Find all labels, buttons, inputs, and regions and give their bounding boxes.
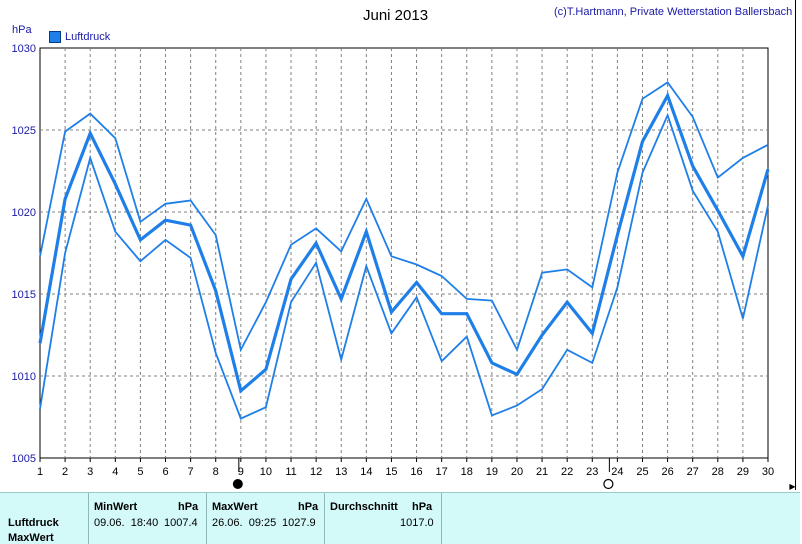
- column-divider: [206, 493, 207, 544]
- y-tick-label: 1005: [12, 453, 36, 465]
- x-tick-label: 5: [137, 466, 143, 478]
- legend: Luftdruck: [49, 31, 110, 43]
- column-divider: [441, 493, 442, 544]
- x-tick-label: 17: [436, 466, 448, 478]
- x-tick-label: 1: [37, 466, 43, 478]
- x-tick-label: 6: [162, 466, 168, 478]
- x-tick-label: 9: [238, 466, 244, 478]
- min-column: MinWert hPa 09.06. 18:40 1007.4: [94, 493, 202, 544]
- x-tick-label: 22: [561, 466, 573, 478]
- max-value: 1027.9: [282, 517, 316, 529]
- x-tick-label: 29: [737, 466, 749, 478]
- avg-header: Durchschnitt: [330, 501, 398, 513]
- x-tick-label: 19: [486, 466, 498, 478]
- x-tick-label: 3: [87, 466, 93, 478]
- x-tick-label: 16: [410, 466, 422, 478]
- x-tick-label: 15: [385, 466, 397, 478]
- x-tick-label: 8: [213, 466, 219, 478]
- window-edge: [795, 0, 796, 490]
- legend-swatch: [49, 31, 61, 43]
- min-day-marker: [232, 479, 243, 489]
- min-unit: hPa: [178, 501, 199, 513]
- min-datetime: 09.06. 18:40: [94, 517, 159, 529]
- column-divider: [88, 493, 89, 544]
- series-line-max: [39, 81, 769, 353]
- x-tick-label: 20: [511, 466, 523, 478]
- y-axis-unit: hPa: [12, 24, 32, 36]
- max-unit: hPa: [298, 501, 319, 513]
- x-tick-label: 14: [360, 466, 372, 478]
- chart-credit: (c)T.Hartmann, Private Wetterstation Bal…: [554, 6, 793, 18]
- row-label-maxwert: MaxWert: [8, 532, 54, 544]
- min-value: 1007.4: [164, 517, 198, 529]
- y-tick-label: 1015: [12, 289, 36, 301]
- max-header: MaxWert: [212, 501, 258, 513]
- column-divider: [324, 493, 325, 544]
- max-datetime: 26.06. 09:25: [212, 517, 277, 529]
- x-tick-label: 13: [335, 466, 347, 478]
- legend-label: Luftdruck: [65, 31, 111, 43]
- series-line-min: [39, 112, 769, 420]
- avg-unit: hPa: [412, 501, 433, 513]
- x-tick-label: 2: [62, 466, 68, 478]
- x-tick-label: 30: [762, 466, 774, 478]
- x-tick-label: 7: [188, 466, 194, 478]
- x-tick-label: 23: [586, 466, 598, 478]
- row-label-luftdruck: Luftdruck: [8, 517, 59, 529]
- triangle-right-icon[interactable]: ▶: [789, 482, 796, 491]
- avg-value: 1017.0: [400, 517, 434, 529]
- y-tick-label: 1010: [12, 371, 36, 383]
- x-tick-label: 18: [461, 466, 473, 478]
- chart-title: Juni 2013: [363, 7, 429, 24]
- x-tick-label: 12: [310, 466, 322, 478]
- x-tick-label: 21: [536, 466, 548, 478]
- x-tick-label: 4: [112, 466, 118, 478]
- y-tick-label: 1030: [12, 43, 36, 55]
- y-tick-label: 1025: [12, 125, 36, 137]
- x-tick-label: 26: [661, 466, 673, 478]
- x-tick-label: 28: [712, 466, 724, 478]
- plot-frame: [39, 47, 769, 459]
- y-tick-label: 1020: [12, 207, 36, 219]
- x-tick-label: 24: [611, 466, 623, 478]
- series-line-mean: [38, 91, 770, 394]
- avg-column: Durchschnitt hPa 1017.0: [330, 493, 440, 544]
- x-tick-label: 25: [636, 466, 648, 478]
- x-tick-label: 10: [260, 466, 272, 478]
- x-tick-label: 27: [687, 466, 699, 478]
- summary-panel: Luftdruck MaxWert MinWert hPa 09.06. 18:…: [0, 492, 800, 544]
- max-day-marker: [603, 478, 614, 490]
- min-header: MinWert: [94, 501, 138, 513]
- x-tick-label: 11: [285, 466, 296, 478]
- max-column: MaxWert hPa 26.06. 09:25 1027.9: [212, 493, 324, 544]
